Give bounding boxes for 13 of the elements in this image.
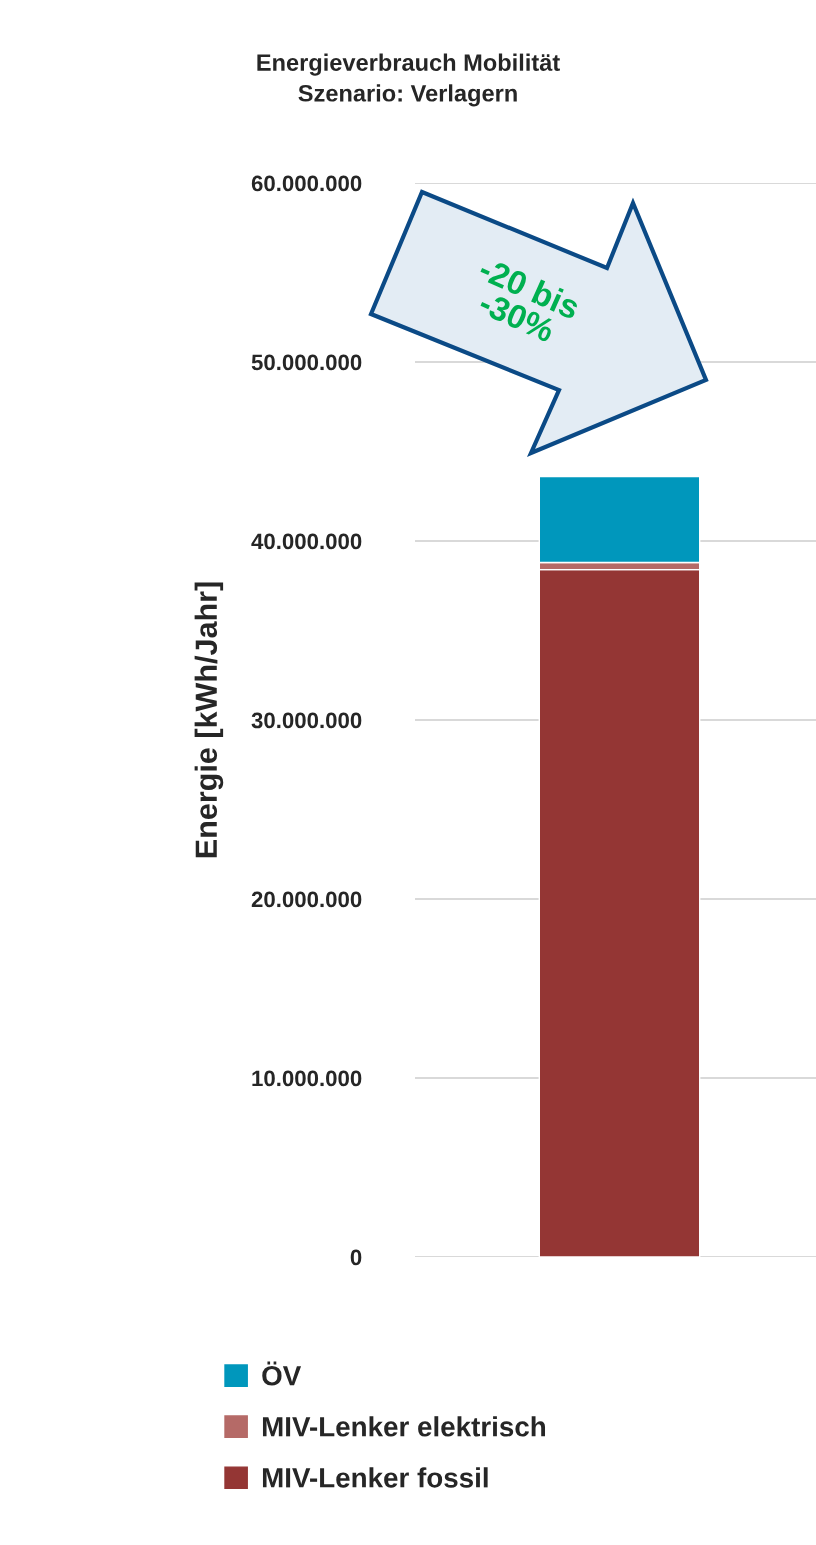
annotation: -20 bis -30% [477, 255, 582, 343]
y-tick-label: 10.000.000 [252, 1070, 362, 1087]
legend-label: MIV-Lenker elektrisch [262, 1416, 546, 1437]
y-axis-title: Energie [kWh/Jahr] [194, 582, 224, 858]
y-tick-label: 20.000.000 [251, 891, 362, 908]
y-tick-label: 30.000.000 [251, 712, 362, 729]
y-tick-label: 60.000.000 [251, 175, 362, 192]
legend-label: MIV-Lenker fossil [262, 1467, 488, 1488]
legend-label: ÖV [262, 1361, 302, 1386]
chart-title: Energieverbrauch Mobilität Szenario: Verlagern [257, 53, 560, 107]
y-tick-label: 0 [350, 1249, 362, 1266]
y-tick-label: 50.000.000 [251, 354, 362, 371]
y-tick-label: 40.000.000 [251, 533, 362, 550]
